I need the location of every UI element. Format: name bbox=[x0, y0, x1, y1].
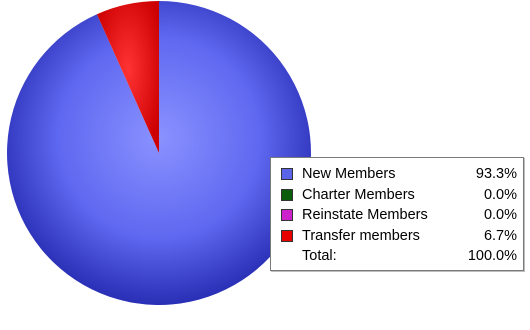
legend-total-row: Total: 100.0% bbox=[281, 246, 517, 267]
legend-item-transfer-members: Transfer members 6.7% bbox=[281, 226, 517, 247]
legend-value: 6.7% bbox=[483, 227, 517, 244]
legend-label: Charter Members bbox=[302, 186, 415, 203]
legend-value: 93.3% bbox=[475, 166, 517, 183]
legend-total-label: Total: bbox=[302, 248, 337, 265]
legend-total-value: 100.0% bbox=[467, 248, 517, 265]
legend-swatch bbox=[281, 209, 293, 222]
legend-label: Reinstate Members bbox=[302, 207, 428, 224]
legend-swatch-spacer bbox=[281, 250, 293, 262]
legend-label: Transfer members bbox=[302, 227, 420, 244]
legend-label: New Members bbox=[302, 166, 396, 183]
pie-slice-transfer-members bbox=[96, 1, 159, 153]
legend-value: 0.0% bbox=[483, 186, 517, 203]
legend-item-reinstate-members: Reinstate Members 0.0% bbox=[281, 205, 517, 226]
legend-value: 0.0% bbox=[483, 207, 517, 224]
legend-swatch bbox=[281, 168, 293, 181]
legend-swatch bbox=[281, 229, 293, 242]
legend-item-charter-members: Charter Members 0.0% bbox=[281, 185, 517, 206]
legend-swatch bbox=[281, 188, 293, 201]
legend: New Members 93.3% Charter Members 0.0% R… bbox=[270, 157, 524, 271]
legend-item-new-members: New Members 93.3% bbox=[281, 164, 517, 185]
pie-slice-new-members bbox=[7, 0, 312, 305]
